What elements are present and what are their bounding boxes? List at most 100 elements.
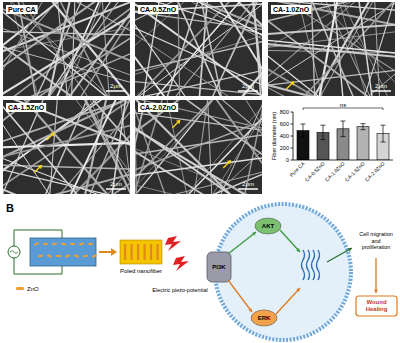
aligned-zno xyxy=(144,244,146,260)
fiber xyxy=(268,2,395,96)
y-tick xyxy=(291,160,294,161)
fiber xyxy=(268,2,395,96)
aligned-zno xyxy=(124,244,126,260)
error-bar-cap xyxy=(341,136,346,137)
fiber xyxy=(135,2,262,96)
error-bar xyxy=(341,121,346,137)
sem-label-box xyxy=(138,5,178,14)
panel-label: B xyxy=(6,202,14,214)
fiber xyxy=(345,2,393,96)
zno-rod xyxy=(70,243,75,245)
error-bar-line xyxy=(323,125,324,139)
actin-filament xyxy=(312,250,315,280)
aligned-zno xyxy=(137,244,139,260)
fiber xyxy=(135,2,262,96)
akt-node xyxy=(255,218,281,234)
aligned-zno xyxy=(157,244,159,260)
pathway-arrow-head xyxy=(296,288,300,292)
fiber xyxy=(135,149,262,194)
marker-arrow-head xyxy=(227,160,232,165)
x-tick-label: CA-1.0ZnO xyxy=(324,160,346,182)
significance-bracket xyxy=(303,108,383,110)
zno-rod xyxy=(83,255,88,258)
fiber xyxy=(268,2,395,96)
receptor xyxy=(207,252,231,282)
fiber xyxy=(135,2,262,96)
error-bar-cap xyxy=(321,139,326,140)
fiber xyxy=(268,58,395,96)
scale-bar-label: 2μm xyxy=(110,181,122,187)
error-bar-cap xyxy=(341,121,346,122)
fiber xyxy=(92,2,117,96)
fiber xyxy=(135,3,262,51)
zno-rod xyxy=(56,255,61,257)
fiber xyxy=(268,5,395,96)
fiber xyxy=(3,19,130,96)
process-arrow-head xyxy=(111,248,117,256)
fiber xyxy=(135,2,262,22)
marker-arrow-head xyxy=(50,132,55,137)
zno-rod xyxy=(88,243,93,246)
fiber xyxy=(268,2,395,96)
pathway-arrow xyxy=(228,280,252,312)
error-bar xyxy=(321,125,326,139)
fiber xyxy=(36,100,130,194)
lightning xyxy=(165,236,181,251)
sem-label: CA-2.0ZnO xyxy=(140,104,177,111)
y-tick-label: 0 xyxy=(286,157,289,163)
power-source xyxy=(8,246,20,258)
zno-rod xyxy=(65,254,70,258)
y-axis-label: Fiber diameter (nm) xyxy=(271,112,277,160)
scale-bar xyxy=(106,90,126,92)
sem-image xyxy=(3,2,130,96)
fiber xyxy=(268,2,395,96)
error-bar-cap xyxy=(381,125,386,126)
y-tick xyxy=(291,148,294,149)
y-tick xyxy=(291,124,294,125)
outcome-label: Cell migrationandproliferation xyxy=(359,231,393,250)
cell-body xyxy=(215,204,351,340)
erk-node xyxy=(251,310,277,326)
error-bar-cap xyxy=(381,142,386,143)
fiber xyxy=(55,100,130,194)
stimulus-label: Electric piezo-potential xyxy=(152,287,207,293)
fiber xyxy=(268,26,395,61)
error-bar-line xyxy=(303,124,304,137)
fiber xyxy=(135,100,262,194)
pathway-arrow-head xyxy=(374,289,378,293)
y-tick-label: 400 xyxy=(280,133,289,139)
scale-bar-label: 2μm xyxy=(242,181,254,187)
fiber xyxy=(135,111,262,164)
fiber xyxy=(3,162,130,173)
marker-arrow-shaft xyxy=(34,166,41,173)
sem-label-box xyxy=(6,5,38,14)
result-label: WoundHealing xyxy=(366,299,388,312)
error-bar-cap xyxy=(301,124,306,125)
actin-filament xyxy=(307,250,310,280)
fiber xyxy=(14,2,130,96)
zno-rod xyxy=(74,254,79,257)
fiber xyxy=(268,2,388,96)
fiber xyxy=(268,2,395,96)
process-arrow xyxy=(99,251,111,253)
fiber xyxy=(268,20,395,46)
cell-membrane xyxy=(215,204,351,340)
pathway-arrow-head xyxy=(348,248,352,251)
error-bar-line xyxy=(343,121,344,137)
y-tick-label: 800 xyxy=(280,109,289,115)
fiber xyxy=(135,130,262,194)
nanofiber-label: Poled nanofiber xyxy=(120,268,162,274)
x-tick-label: Pure CA xyxy=(288,160,306,178)
result-box xyxy=(356,296,397,316)
sem-image xyxy=(3,100,130,194)
fiber xyxy=(268,2,395,96)
zno-rod xyxy=(38,255,43,258)
error-bar-line xyxy=(383,125,384,142)
fiber xyxy=(135,2,262,96)
scale-bar-label: 2μm xyxy=(242,83,254,89)
pathway-arrow xyxy=(375,258,376,293)
y-tick xyxy=(291,136,294,137)
piezo-device xyxy=(30,238,96,266)
fiber xyxy=(268,2,395,96)
scale-bar-label: 2μm xyxy=(375,83,387,89)
